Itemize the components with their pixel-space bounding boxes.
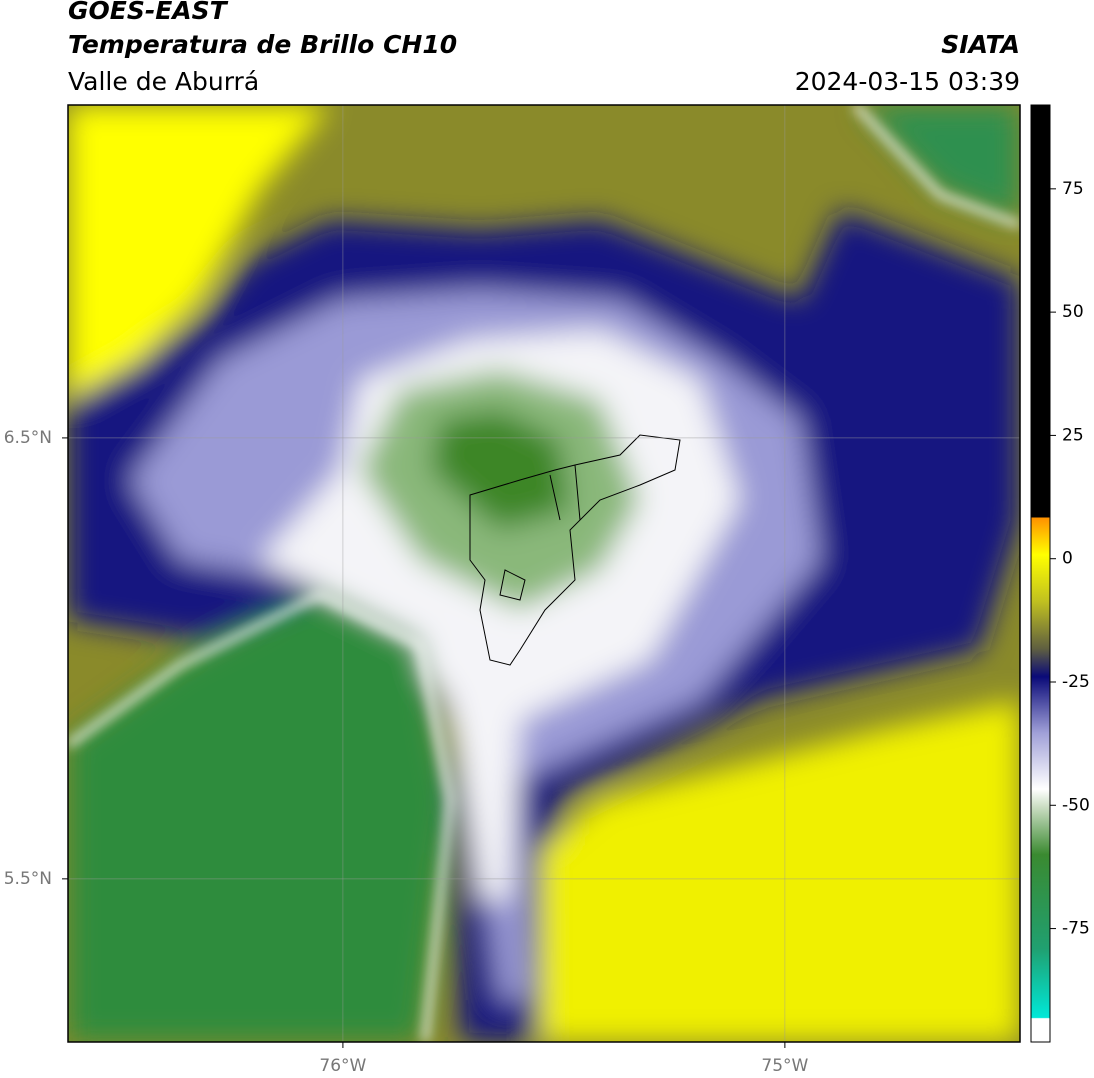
colorbar-tick-label: -50 bbox=[1062, 795, 1090, 815]
colorbar bbox=[1030, 104, 1051, 1043]
lon-tick-label: 76°W bbox=[319, 1056, 366, 1076]
colorbar-tick-label: -25 bbox=[1062, 672, 1090, 692]
colorbar-tick-label: 50 bbox=[1062, 302, 1084, 322]
lon-tick-label: 75°W bbox=[761, 1056, 808, 1076]
colorbar-tick-label: 75 bbox=[1062, 179, 1084, 199]
source: SIATA bbox=[941, 30, 1020, 59]
colorbar-tick-label: 25 bbox=[1062, 425, 1084, 445]
lat-tick-label: 6.5°N bbox=[4, 428, 52, 448]
title: GOES-EAST bbox=[68, 0, 229, 25]
colorbar-tick-label: -75 bbox=[1062, 919, 1090, 939]
map-frame bbox=[67, 104, 1021, 1043]
grid bbox=[68, 105, 1020, 1042]
lat-tick-label: 5.5°N bbox=[4, 869, 52, 889]
region: Valle de Aburrá bbox=[68, 67, 259, 96]
colorbar-tick-label: 0 bbox=[1062, 549, 1073, 569]
satellite-field bbox=[68, 105, 1020, 1042]
datetime: 2024-03-15 03:39 bbox=[795, 67, 1020, 96]
subtitle: Temperatura de Brillo CH10 bbox=[68, 30, 457, 59]
